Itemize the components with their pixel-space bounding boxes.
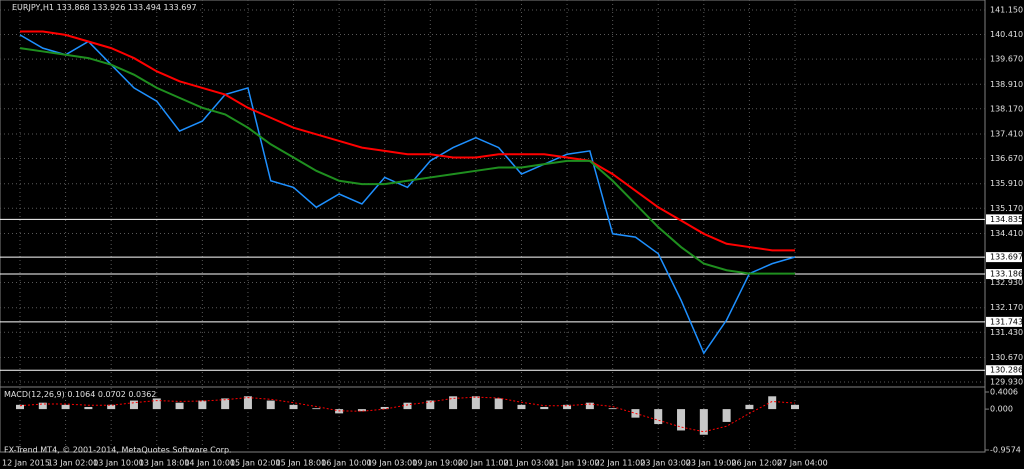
y-tick-label: 135.170 [990, 204, 1023, 213]
y-tick-label: 132.170 [990, 303, 1023, 312]
y-tick-label: 0.4006 [990, 388, 1018, 397]
level-label: 130.286 [990, 366, 1023, 375]
histogram-bar [129, 400, 138, 410]
histogram-bar [289, 404, 298, 410]
symbol-header: EURJPY,H1 133.868 133.926 133.494 133.69… [12, 3, 197, 12]
close: 133.697 [163, 3, 197, 12]
level-box [986, 365, 1022, 376]
macd-value: 0.1064 [67, 390, 96, 399]
x-tick-label: 22 Jan 11:00 [595, 459, 646, 468]
footer: FX-Trend MT4, © 2001-2014, MetaQuotes So… [4, 446, 232, 455]
open: 133.868 [56, 3, 90, 12]
price-line [19, 47, 795, 275]
level-label: 133.186 [990, 270, 1023, 279]
y-tick-label: 130.670 [990, 353, 1023, 362]
level-label: 133.697 [990, 253, 1023, 262]
histogram-bar [585, 402, 594, 410]
x-tick-label: 16 Jan 10:00 [321, 459, 372, 468]
x-tick-label: 15 Jan 02:00 [230, 459, 281, 468]
y-tick-label: 0.000 [990, 405, 1013, 414]
level-box [986, 214, 1022, 225]
y-tick-label: 138.910 [990, 80, 1023, 89]
level-box [986, 269, 1022, 280]
histogram-bar [677, 409, 686, 431]
histogram-bar [243, 396, 252, 410]
histogram-bar [517, 404, 526, 410]
histogram-bar [403, 402, 412, 410]
histogram-bar [699, 409, 708, 435]
y-tick-label: 137.410 [990, 130, 1023, 139]
x-tick-label: 19 Jan 03:00 [367, 459, 418, 468]
y-tick-label: 132.930 [990, 278, 1023, 287]
histogram-bar [471, 396, 480, 410]
histogram-bar [449, 396, 458, 410]
histogram-bar [175, 402, 184, 410]
x-tick-label: 20 Jan 11:00 [458, 459, 509, 468]
histogram-bar [608, 408, 617, 410]
y-tick-label: 129.930 [990, 378, 1023, 387]
y-tick-label: -0.9574 [990, 446, 1021, 455]
histogram-bar [312, 408, 321, 410]
histogram-bar [357, 409, 366, 412]
x-tick-label: 19 Jan 19:00 [412, 459, 463, 468]
macd-title: MACD(12,26,9) [4, 390, 65, 399]
price-line [20, 30, 795, 252]
level-box [986, 252, 1022, 263]
histogram-bar [198, 400, 207, 410]
signal-value: 0.0702 [97, 390, 126, 399]
price-line [19, 34, 796, 355]
y-tick-label: 141.150 [990, 6, 1023, 15]
low: 133.494 [127, 3, 161, 12]
x-tick-label: 21 Jan 03:00 [503, 459, 554, 468]
histogram-value: 0.0362 [128, 390, 157, 399]
frame [0, 0, 986, 453]
histogram-bar [745, 404, 754, 410]
histogram-bar [84, 406, 93, 410]
y-tick-label: 135.910 [990, 179, 1023, 188]
y-tick-label: 131.430 [990, 328, 1023, 337]
y-tick-label: 138.170 [990, 104, 1023, 113]
level-label: 131.743 [990, 317, 1023, 326]
x-tick-label: 21 Jan 19:00 [549, 459, 600, 468]
histogram-bar [631, 409, 640, 418]
histogram-bar [152, 398, 161, 410]
histogram-bar [16, 404, 24, 410]
histogram-bar [494, 398, 503, 410]
x-tick-label: 12 Jan 2015 [2, 459, 50, 468]
signal-line [19, 396, 796, 433]
x-tick-label: 23 Jan 19:00 [686, 459, 737, 468]
histogram-bar [426, 400, 435, 410]
high: 133.926 [92, 3, 126, 12]
histogram-bar [61, 404, 70, 410]
histogram-bar [380, 406, 389, 410]
histogram-bar [540, 406, 549, 410]
x-tick-label: 14 Jan 10:00 [184, 459, 235, 468]
histogram-bar [768, 396, 777, 410]
x-tick-label: 15 Jan 18:00 [276, 459, 327, 468]
y-tick-label: 136.670 [990, 154, 1023, 163]
symbol: EURJPY,H1 [12, 3, 55, 12]
histogram-bar [722, 409, 731, 422]
level-label: 134.835 [990, 215, 1023, 224]
x-tick-label: 26 Jan 12:00 [731, 459, 782, 468]
y-tick-label: 139.670 [990, 55, 1023, 64]
histogram-bar [791, 404, 799, 410]
histogram-bar [107, 404, 116, 410]
y-tick-label: 140.410 [990, 30, 1023, 39]
level-box [986, 316, 1022, 327]
x-tick-label: 23 Jan 03:00 [640, 459, 691, 468]
x-tick-label: 13 Jan 02:00 [48, 459, 99, 468]
histogram-bar [563, 404, 572, 410]
histogram-bar [221, 398, 230, 410]
x-tick-label: 27 Jan 04:00 [777, 459, 828, 468]
histogram-bar [654, 409, 663, 425]
histogram-bar [38, 402, 47, 410]
x-tick-label: 13 Jan 10:00 [93, 459, 144, 468]
x-tick-label: 13 Jan 18:00 [139, 459, 190, 468]
histogram-bar [266, 400, 275, 410]
macd-header: MACD(12,26,9) 0.1064 0.0702 0.0362 [4, 390, 156, 399]
y-tick-label: 134.410 [990, 229, 1023, 238]
